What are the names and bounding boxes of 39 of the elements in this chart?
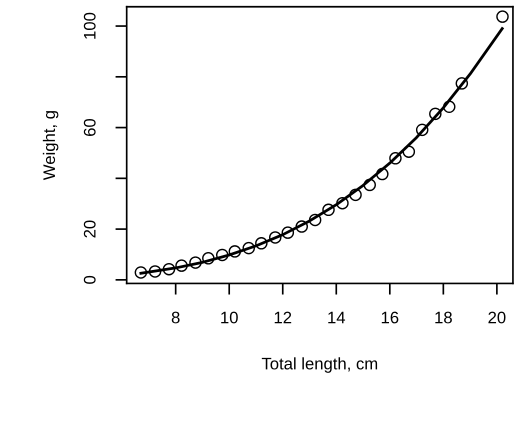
point [416, 124, 428, 136]
x-tick-label: 12 [274, 312, 292, 324]
point [322, 204, 335, 216]
x-tick-label: 18 [435, 312, 452, 324]
point [496, 10, 509, 23]
point [402, 145, 416, 158]
point [363, 178, 376, 192]
point [389, 152, 402, 165]
y-axis-title: Weight, g [42, 111, 58, 180]
point [268, 231, 282, 244]
x-tick-label: 14 [328, 312, 346, 324]
point [282, 226, 294, 239]
x-tick-label: 16 [382, 312, 398, 324]
point [148, 265, 162, 278]
x-tick-label: 20 [488, 312, 506, 324]
point [349, 188, 362, 202]
point [376, 168, 389, 180]
y-tick-label: 60 [84, 118, 96, 136]
point [442, 100, 456, 114]
point [295, 220, 308, 233]
point [202, 252, 215, 265]
point [175, 259, 188, 272]
x-tick-label: 10 [221, 312, 238, 324]
x-tick-label: 8 [172, 312, 180, 324]
point [216, 248, 228, 262]
point [456, 77, 468, 90]
x-axis-title: Total length, cm [262, 357, 378, 373]
point [242, 242, 255, 254]
point [162, 262, 176, 276]
point [255, 237, 268, 250]
point [228, 245, 242, 258]
y-tick-label: 20 [84, 220, 96, 238]
point [429, 108, 442, 120]
point [336, 196, 349, 210]
point [308, 214, 322, 226]
y-tick-label: 100 [84, 12, 96, 39]
y-tick-label: 0 [84, 276, 96, 284]
point [134, 266, 148, 279]
point [189, 256, 202, 269]
